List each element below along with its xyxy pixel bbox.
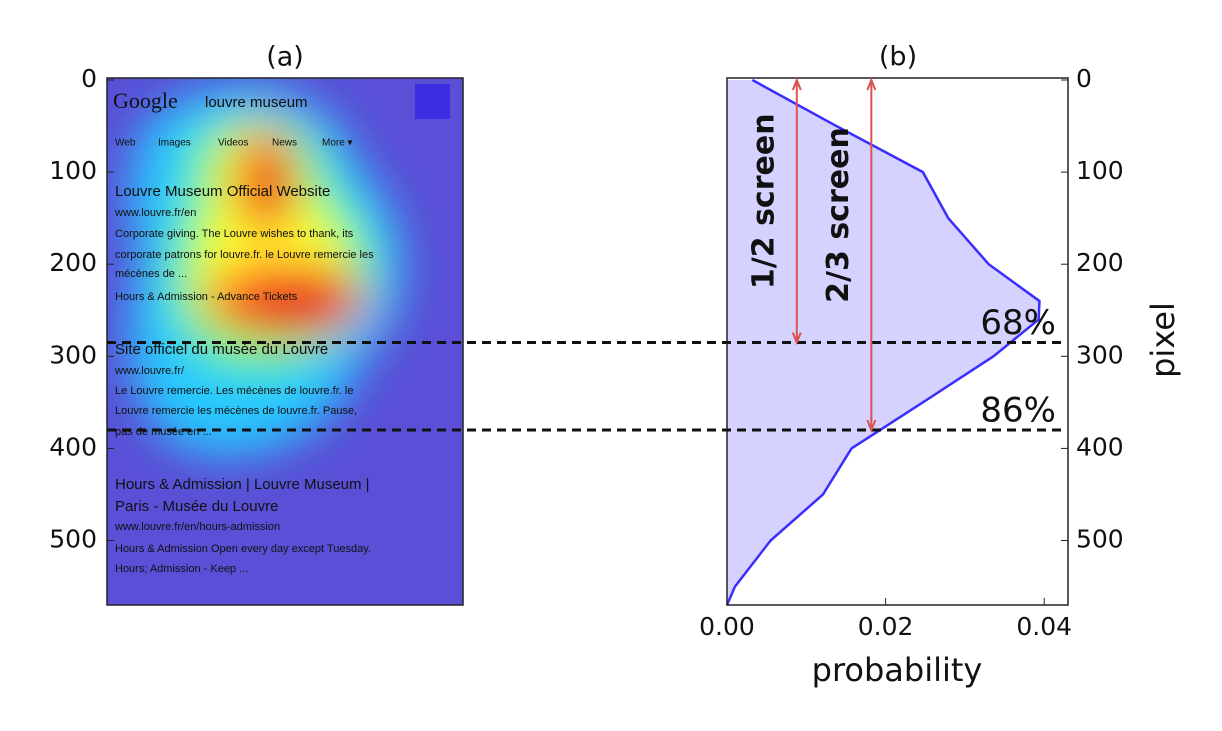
- y-tick-label: 400: [1076, 432, 1124, 461]
- y-axis-label: pixel: [1144, 302, 1182, 378]
- tab: More ▾: [322, 138, 353, 149]
- result-line: Louvre Museum Official Website: [115, 183, 330, 200]
- result-line: Hours; Admission - Keep ...: [115, 563, 248, 575]
- y-tick-label: 500: [1076, 525, 1124, 554]
- area-fill: [727, 80, 1040, 605]
- y-tick-label: 0: [1076, 64, 1092, 93]
- y-tick-label: 200: [1076, 248, 1124, 277]
- result-line: mécènes de ...: [115, 268, 187, 280]
- panel-title: (b): [879, 42, 917, 73]
- search-button: [415, 84, 450, 119]
- logo: Google: [113, 88, 178, 113]
- query: louvre museum: [205, 94, 308, 111]
- result-line: Hours & Admission - Advance Tickets: [115, 291, 298, 303]
- x-tick-label: 0.04: [1016, 612, 1072, 641]
- tab: News: [272, 138, 297, 149]
- arrow-label: 1/2 screen: [746, 113, 781, 289]
- arrow-head: [866, 419, 877, 433]
- x-tick-label: 0.00: [699, 612, 755, 641]
- y-tick-label: 0: [81, 64, 97, 93]
- arrow-head: [791, 77, 802, 91]
- arrow-head: [866, 77, 877, 91]
- screenshot: Google louvre museum Web Images Videos News…: [113, 88, 374, 575]
- density-line: [725, 78, 1041, 606]
- result-line: Site officiel du musée du Louvre: [115, 341, 328, 358]
- panel-title: (a): [266, 42, 304, 73]
- arrow-head: [791, 332, 802, 346]
- y-tick-label: 200: [49, 248, 97, 277]
- result-line: Hours & Admission Open every day except …: [115, 543, 371, 555]
- result-line: corporate patrons for louvre.fr. le Louv…: [115, 249, 374, 261]
- result-line: Hours & Admission | Louvre Museum |: [115, 476, 370, 493]
- arrow-label: 2/3 screen: [821, 127, 856, 303]
- tab: Videos: [218, 138, 248, 149]
- y-tick-label: 100: [49, 156, 97, 185]
- y-tick-label: 400: [49, 432, 97, 461]
- y-tick-label: 300: [49, 340, 97, 369]
- y-tick-label: 100: [1076, 156, 1124, 185]
- result-line: www.louvre.fr/en: [114, 207, 196, 219]
- x-tick-label: 0.02: [858, 612, 914, 641]
- x-axis-label: probability: [812, 651, 983, 689]
- result-line: www.louvre.fr/: [114, 365, 185, 377]
- percent-label: 86%: [980, 391, 1056, 431]
- tab: Web: [115, 138, 136, 149]
- result-line: Corporate giving. The Louvre wishes to t…: [115, 228, 354, 240]
- tab: Images: [158, 138, 191, 149]
- heatmap: [107, 78, 463, 605]
- percent-label: 68%: [980, 303, 1056, 343]
- result-line: www.louvre.fr/en/hours-admission: [114, 521, 280, 533]
- result-line: Le Louvre remercie. Les mécènes de louvr…: [115, 385, 353, 397]
- result-line: pas de musée en ...: [115, 426, 212, 438]
- result-line: Paris - Musée du Louvre: [115, 498, 278, 515]
- y-tick-label: 300: [1076, 340, 1124, 369]
- result-line: Louvre remercie les mécènes de louvre.fr…: [115, 405, 357, 417]
- y-tick-label: 500: [49, 525, 97, 554]
